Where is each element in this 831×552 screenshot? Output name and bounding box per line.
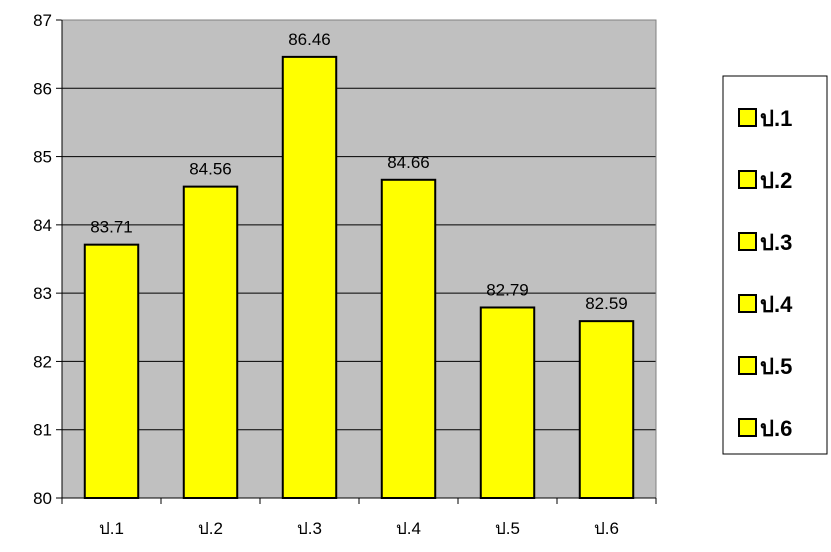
data-label: 84.66 <box>387 153 430 172</box>
legend-label: ป.5 <box>760 354 792 379</box>
legend-label: ป.4 <box>760 292 793 317</box>
y-tick-label: 85 <box>33 148 52 167</box>
y-tick-label: 86 <box>33 79 52 98</box>
bar <box>182 185 239 499</box>
plot-background <box>62 20 656 498</box>
legend-box <box>722 75 828 455</box>
bar <box>83 243 140 499</box>
legend-label: ป.2 <box>760 168 792 193</box>
y-tick-label: 80 <box>33 489 52 508</box>
x-tick-label: ป.1 <box>99 519 124 538</box>
x-tick-label: ป.5 <box>495 519 520 538</box>
y-tick-label: 84 <box>33 216 52 235</box>
legend-swatch <box>738 356 757 375</box>
y-tick-label: 87 <box>33 11 52 30</box>
data-label: 82.79 <box>486 280 529 299</box>
plot-area: 80 81 82 83 84 85 86 87 83.71 ป.1 84.56 ป.2 86.46 ป.3… <box>33 11 657 538</box>
legend-swatch <box>738 418 757 437</box>
data-label: 84.56 <box>189 160 232 179</box>
data-label: 83.71 <box>90 218 133 237</box>
x-tick-label: ป.4 <box>396 519 421 538</box>
bar <box>281 55 338 499</box>
x-tick-label: ป.3 <box>297 519 322 538</box>
y-tick-label: 81 <box>33 421 52 440</box>
x-tick-label: ป.2 <box>198 519 223 538</box>
legend: ป.1 ป.2 ป.3 ป.4 ป.5 ป.6 <box>722 75 828 455</box>
bar <box>380 178 437 499</box>
y-tick-label: 83 <box>33 284 52 303</box>
legend-swatch <box>738 170 757 189</box>
legend-label: ป.1 <box>760 106 792 131</box>
legend-swatch <box>738 232 757 251</box>
legend-swatch <box>738 108 757 127</box>
data-label: 82.59 <box>585 294 628 313</box>
bar <box>479 306 536 499</box>
legend-swatch <box>738 294 757 313</box>
y-tick-label: 82 <box>33 352 52 371</box>
legend-label: ป.3 <box>760 230 792 255</box>
data-label: 86.46 <box>288 30 331 49</box>
x-tick-label: ป.6 <box>594 519 619 538</box>
bar <box>578 320 635 500</box>
legend-label: ป.6 <box>760 416 792 441</box>
